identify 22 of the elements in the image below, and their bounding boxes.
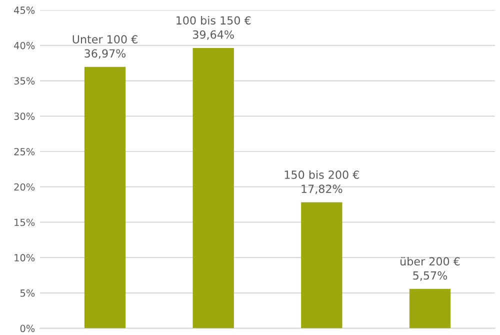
x-tick-label: über 200 €: [400, 256, 460, 266]
y-tick-label: 40%: [14, 42, 35, 50]
data-label: 17,82%: [302, 184, 342, 194]
data-label: 5,57%: [413, 271, 448, 281]
data-label: 39,64%: [192, 30, 234, 40]
y-tick-label: 20%: [14, 183, 35, 191]
data-label: 36,97%: [84, 49, 126, 59]
y-tick-label: 30%: [14, 112, 35, 120]
y-tick-label: 15%: [14, 218, 35, 226]
x-tick-label: 100 bis 150 €: [176, 16, 251, 25]
y-tick-label: 0%: [20, 324, 35, 332]
bar: [409, 288, 451, 328]
x-tick-label: Unter 100 €: [72, 35, 138, 44]
y-tick-label: 35%: [14, 77, 35, 85]
bar: [192, 48, 234, 328]
y-tick-label: 45%: [14, 6, 35, 14]
x-tick-label: 150 bis 200 €: [284, 170, 359, 179]
bar: [84, 66, 126, 328]
y-tick-label: 5%: [20, 289, 35, 297]
y-tick-label: 25%: [14, 148, 35, 156]
bar: [301, 202, 342, 328]
y-tick-label: 10%: [14, 254, 35, 262]
